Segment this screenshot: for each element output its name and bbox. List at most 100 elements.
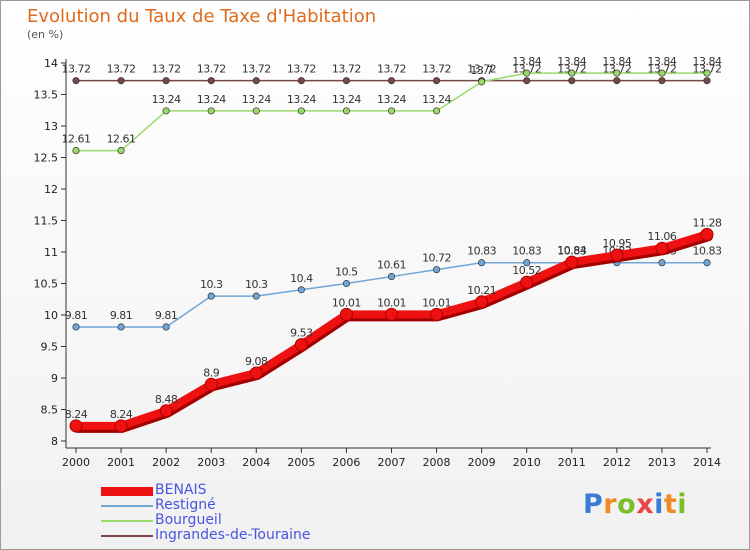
data-label: 10.83 [557, 245, 586, 258]
data-point [433, 77, 441, 85]
data-label: 13.72 [332, 63, 361, 76]
x-tick-label: 2008 [423, 456, 451, 469]
x-tick-label: 2006 [332, 456, 360, 469]
data-point [117, 323, 125, 331]
data-label: 10.95 [602, 237, 631, 250]
data-label: 10.01 [422, 296, 451, 309]
data-point [658, 259, 666, 267]
logo-letter: r [603, 489, 618, 520]
data-label: 13.72 [287, 63, 316, 76]
data-label: 10.83 [467, 245, 496, 258]
data-label: 13.72 [422, 63, 451, 76]
data-point [252, 107, 260, 115]
data-point [523, 259, 531, 267]
data-label: 13.72 [467, 63, 496, 76]
data-label: 13.84 [602, 55, 631, 68]
data-point [204, 377, 218, 391]
x-tick-label: 2001 [107, 456, 135, 469]
data-point [475, 295, 489, 309]
data-label: 9.81 [65, 309, 88, 322]
y-tick-label: 10.5 [34, 278, 59, 291]
data-point [655, 241, 669, 255]
legend-label: Restigné [155, 497, 216, 513]
data-point [162, 107, 170, 115]
x-tick-label: 2011 [558, 456, 586, 469]
data-label: 10.61 [377, 259, 406, 272]
data-label: 8.9 [203, 366, 219, 379]
data-label: 13.24 [332, 93, 361, 106]
data-point [72, 323, 80, 331]
x-tick-label: 2007 [378, 456, 406, 469]
data-label: 10.5 [335, 266, 358, 279]
data-point [387, 107, 396, 115]
x-tick-label: 2005 [287, 456, 315, 469]
data-point [568, 77, 576, 85]
data-label: 9.08 [245, 355, 268, 368]
legend-label: BENAIS [155, 482, 207, 498]
x-tick-label: 2002 [152, 456, 180, 469]
data-label: 8.24 [110, 408, 133, 421]
data-label: 10.01 [332, 296, 361, 309]
y-tick-label: 8.5 [41, 404, 59, 417]
x-tick-label: 2010 [513, 456, 541, 469]
x-tick-label: 2004 [242, 456, 270, 469]
data-point [520, 275, 534, 289]
data-point [114, 419, 128, 433]
data-point [297, 77, 305, 85]
logo-letter: i [654, 489, 664, 520]
x-tick-label: 2014 [693, 456, 721, 469]
y-tick-label: 12 [44, 183, 58, 196]
data-label: 13.72 [377, 63, 406, 76]
proxiti-logo: Proxiti [583, 489, 687, 520]
data-label: 13.72 [62, 63, 91, 76]
x-tick-label: 2009 [468, 456, 496, 469]
y-tick-label: 11.5 [34, 215, 59, 228]
data-label: 10.83 [512, 245, 541, 258]
data-point [478, 259, 486, 267]
data-point [703, 77, 711, 85]
x-tick-label: 2003 [197, 456, 225, 469]
y-tick-label: 8 [51, 435, 58, 448]
data-label: 8.24 [65, 408, 88, 421]
data-point [703, 259, 711, 267]
data-label: 13.24 [287, 93, 316, 106]
y-tick-label: 10 [44, 309, 58, 322]
legend-swatch [101, 520, 153, 522]
data-point [523, 69, 531, 77]
logo-letter: i [677, 489, 688, 520]
chart-title: Evolution du Taux de Taxe d'Habitation [27, 6, 377, 27]
data-point [387, 273, 396, 281]
data-point [162, 77, 170, 85]
logo-letter: t [663, 489, 678, 520]
data-point [339, 307, 353, 321]
data-label: 13.72 [152, 63, 181, 76]
data-point [207, 107, 215, 115]
data-label: 9.81 [155, 309, 178, 322]
data-point [72, 77, 80, 85]
legend-swatch [101, 535, 153, 537]
logo-letter: o [617, 489, 637, 520]
data-point [207, 292, 215, 300]
data-label: 13.72 [242, 63, 271, 76]
data-point [565, 255, 579, 269]
data-label: 13.24 [377, 93, 406, 106]
y-tick-label: 9 [51, 372, 58, 385]
legend-label: Ingrandes-de-Touraine [155, 527, 311, 543]
x-tick-label: 2000 [62, 456, 90, 469]
series-bourgueil: 12.61 12.61 13.24 13.24 13.24 13.24 13.24 13.24… [62, 55, 722, 155]
data-label: 10.52 [512, 264, 541, 277]
data-label: 13.84 [512, 55, 541, 68]
data-point [207, 77, 215, 85]
data-point [387, 77, 396, 85]
legend-swatch [101, 505, 153, 507]
chart-subtitle: (en %) [27, 28, 64, 41]
series-benais: 8.24 8.24 8.48 8.9 9.08 9.53 10.01 10.01 10.01 10… [65, 216, 722, 433]
data-label: 11.28 [693, 216, 722, 229]
data-label: 13.24 [242, 93, 271, 106]
data-label: 13.24 [152, 93, 181, 106]
data-point [703, 69, 711, 77]
data-label: 13.72 [107, 63, 136, 76]
data-point [613, 69, 621, 77]
data-point [342, 107, 350, 115]
data-label: 13.24 [422, 93, 451, 106]
